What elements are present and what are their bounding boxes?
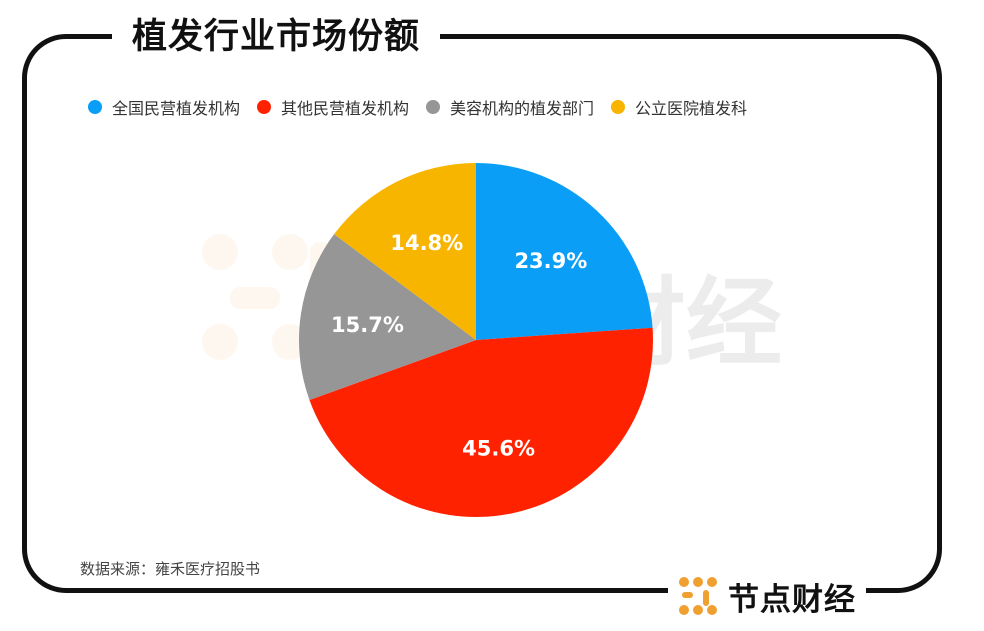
legend-swatch-1	[88, 100, 102, 114]
legend-label-2: 其他民营植发机构	[281, 99, 410, 118]
source-note: 数据来源：雍禾医疗招股书	[80, 560, 261, 578]
pie-slice-1	[476, 163, 653, 340]
legend-label-1: 全国民营植发机构	[112, 99, 241, 118]
chart-title: 植发行业市场份额	[112, 10, 441, 64]
brand-logo-icon	[679, 577, 717, 615]
slice-label-2: 45.6%	[462, 436, 535, 460]
slice-label-4: 14.8%	[390, 231, 463, 255]
legend-item-1: 全国民营植发机构	[88, 95, 240, 119]
legend-item-4: 公立医院植发科	[611, 95, 747, 119]
legend-item-2: 其他民营植发机构	[257, 95, 409, 119]
pie-slice-3	[299, 234, 476, 400]
legend-swatch-2	[257, 100, 272, 114]
legend-label-4: 公立医院植发科	[635, 99, 748, 118]
chart-frame	[22, 34, 942, 593]
pie-slice-2	[309, 327, 653, 517]
legend-swatch-4	[611, 100, 626, 114]
legend-label-3: 美容机构的植发部门	[450, 99, 595, 118]
legend-swatch-3	[426, 100, 441, 114]
legend-item-3: 美容机构的植发部门	[426, 95, 594, 119]
brand-logo: 节点财经	[668, 568, 866, 624]
slice-label-1: 23.9%	[514, 249, 587, 273]
pie-slice-4	[334, 163, 476, 340]
legend: 全国民营植发机构 其他民营植发机构 美容机构的植发部门 公立医院植发科	[88, 95, 764, 119]
slice-label-3: 15.7%	[331, 313, 404, 337]
brand-name: 节点财经	[728, 581, 856, 618]
